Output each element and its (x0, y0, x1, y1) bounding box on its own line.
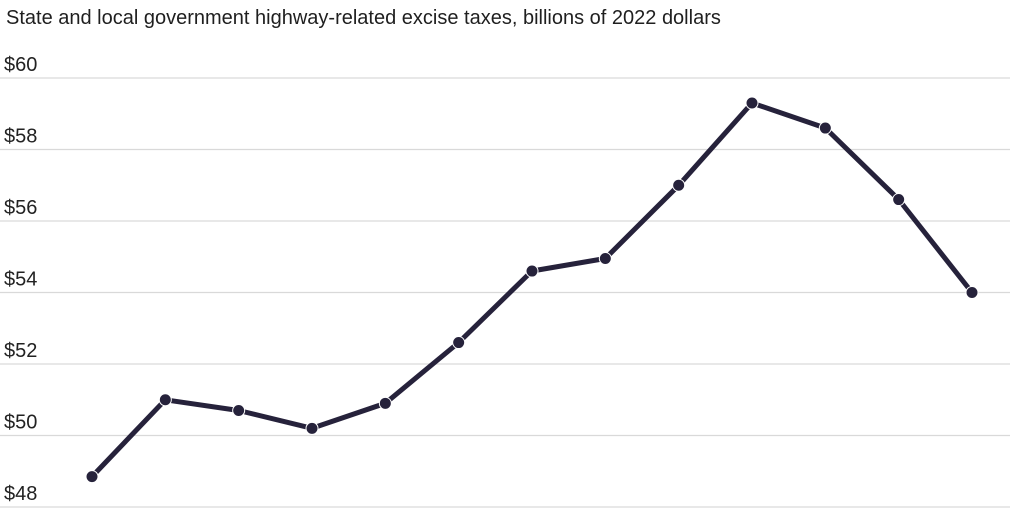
data-point (672, 178, 686, 192)
data-point (452, 336, 466, 350)
series-layer (85, 96, 979, 484)
data-point (85, 470, 99, 484)
y-tick-label: $50 (4, 412, 37, 434)
y-tick-label: $60 (4, 54, 37, 76)
data-point (892, 193, 906, 207)
chart-title: State and local government highway-relat… (6, 7, 721, 29)
y-tick-label: $52 (4, 340, 37, 362)
data-point (378, 396, 392, 410)
data-point (158, 393, 172, 407)
data-point (525, 264, 539, 278)
series-line (89, 100, 975, 480)
grid-layer: $48 $50 $52 $54 $56 $58 $60 (0, 54, 1010, 508)
data-point (598, 252, 612, 266)
y-tick-label: $56 (4, 197, 37, 219)
data-point (965, 286, 979, 299)
data-point (232, 403, 246, 417)
data-point (745, 96, 759, 110)
data-point (818, 121, 832, 135)
y-tick-label: $48 (4, 483, 37, 505)
data-point (305, 421, 319, 435)
y-tick-label: $58 (4, 126, 37, 148)
y-tick-label: $54 (4, 269, 37, 291)
